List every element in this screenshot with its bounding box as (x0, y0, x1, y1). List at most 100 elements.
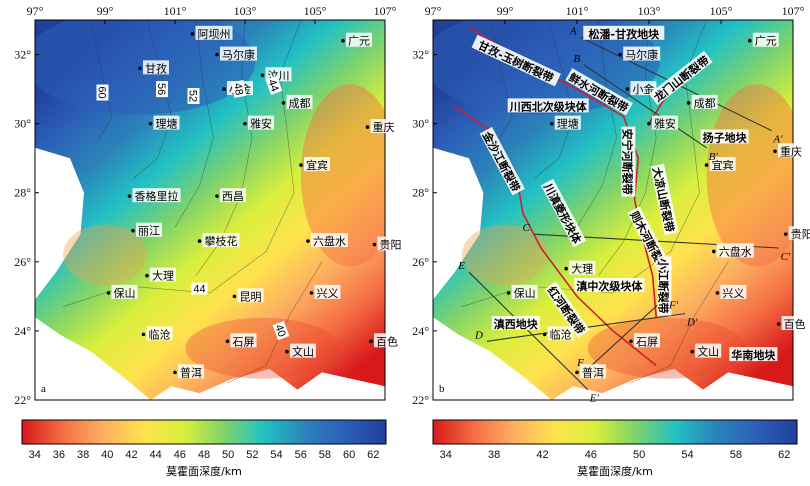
city-label-bg (195, 25, 233, 40)
tectonic-label-bg (650, 163, 679, 236)
city-marker (686, 101, 691, 105)
colorbar: 34 36 38 40 42 44 46 48 50 52 54 56 58 60 62 莫霍面深度/km (21, 419, 387, 478)
tectonic-label-text: 滇西地块 (494, 317, 539, 331)
city-label-bg (569, 260, 596, 275)
shallow-moho-zone (301, 84, 385, 267)
contour-line (576, 20, 617, 228)
city-marker (173, 370, 177, 375)
city-label: 成都 (694, 97, 716, 110)
profile-start-label: A (569, 25, 577, 37)
city-label-bg (220, 188, 246, 203)
contour-label-text: 48 (231, 82, 245, 96)
colorbar-tick-label: 62 (367, 449, 379, 461)
lon-tick-label: 105° (304, 4, 327, 18)
tectonic-label: 扬子地块 (700, 129, 749, 145)
city-label-bg (752, 32, 779, 47)
colorbar-bar (21, 419, 387, 445)
city-marker (748, 38, 752, 43)
contour-label: 44 (191, 282, 208, 296)
city-marker (215, 52, 219, 57)
city-label: 阿坝州 (198, 27, 231, 41)
contour-line (62, 20, 302, 307)
profile-line (468, 271, 589, 391)
city-label-bg (202, 233, 240, 248)
city-label: 广元 (755, 35, 777, 48)
profile-end-label: D' (686, 317, 698, 329)
lon-tick-label: 97° (425, 4, 442, 18)
tectonic-label-bg (471, 34, 561, 87)
city-marker (773, 149, 777, 154)
colorbar-tick-label: 38 (77, 449, 89, 461)
city-label: 六盘水 (313, 234, 346, 248)
city-label-bg (634, 333, 660, 348)
city-marker (784, 232, 788, 236)
city-marker (197, 239, 202, 243)
contour-label-bg (96, 84, 109, 101)
map-frame (432, 19, 794, 401)
lat-tick-label: 28° (412, 186, 429, 200)
moho-zone (63, 224, 147, 286)
colorbar-tick-label: 54 (681, 449, 693, 461)
city-marker (564, 266, 568, 271)
city-label: 文山 (697, 345, 719, 359)
city-marker (776, 322, 781, 326)
colorbar-tick-label: 56 (295, 449, 307, 461)
city-marker (299, 163, 303, 167)
profile-line (583, 64, 707, 149)
city-marker (145, 273, 149, 278)
tectonic-label-text: 安宁河断裂带 (620, 129, 634, 195)
city-label: 马尔康 (222, 48, 255, 62)
contour-label-bg (187, 88, 200, 104)
colorbar-title: 莫霍面深度/km (166, 464, 242, 478)
lon-tick-label: 103° (234, 4, 257, 18)
city-label: 保山 (114, 286, 136, 300)
city-label: 雅安 (654, 117, 676, 131)
city-label: 临沧 (149, 327, 171, 341)
tectonic-label-bg (479, 126, 525, 196)
city-label: 保山 (514, 286, 536, 300)
panel-b: 97° 99° 101° 103° 105° 107° 32° 30° 28° 26° 24° 22°… (412, 4, 810, 478)
contour-label-bg (231, 80, 247, 98)
city-marker (281, 101, 286, 105)
city-marker (306, 239, 310, 243)
profile-start-label: E (457, 260, 465, 272)
city-marker (629, 339, 633, 344)
colorbar-tick-label: 58 (730, 449, 742, 461)
profile-start-label: D (474, 329, 483, 341)
city-label-bg (136, 222, 162, 237)
panel-a: 97° 99° 101° 103° 105° 107° 32° 30° 28° 26° 24° 22°… (14, 4, 404, 478)
city-label: 昆明 (240, 290, 262, 303)
city-marker (690, 349, 694, 354)
lat-tick-label: 32° (14, 48, 31, 62)
city-label-bg (248, 115, 274, 130)
city-label-bg (153, 115, 180, 130)
tectonic-label-bg (507, 98, 589, 113)
lat-tick-label: 24° (14, 324, 31, 338)
contour-label-bg (156, 81, 168, 98)
colorbar-title: 莫霍面深度/km (577, 464, 653, 478)
tectonic-label: 小江断裂带 (656, 256, 672, 316)
city-marker (215, 194, 219, 198)
tectonic-label-bg (621, 126, 636, 197)
tectonic-label-bg (657, 256, 672, 316)
colorbar: 34 38 42 46 50 54 58 62 莫霍面深度/km (432, 419, 798, 478)
city-label-bg (720, 284, 747, 299)
city-label: 甘孜 (145, 61, 167, 75)
shallow-moho-zone (185, 317, 340, 379)
city-label: 临沧 (550, 327, 572, 341)
contour-label-text: 44 (265, 78, 280, 94)
city-label-bg (377, 236, 404, 251)
city-marker (190, 32, 195, 36)
city-marker (341, 38, 345, 43)
city-label: 马尔康 (625, 48, 658, 62)
city-label: 丽江 (138, 225, 160, 238)
colorbar-tick-label: 34 (29, 449, 41, 461)
deep-moho-zone (35, 20, 256, 115)
profile-end-label: B' (709, 151, 719, 163)
colorbar-tick-label: 34 (440, 449, 452, 461)
tectonic-label-text: 华南地块 (731, 348, 776, 362)
city-label: 文山 (292, 345, 314, 359)
fault-line (540, 247, 657, 367)
contour-label-text: 52 (187, 90, 199, 102)
lon-tick-label: 105° (710, 4, 733, 18)
